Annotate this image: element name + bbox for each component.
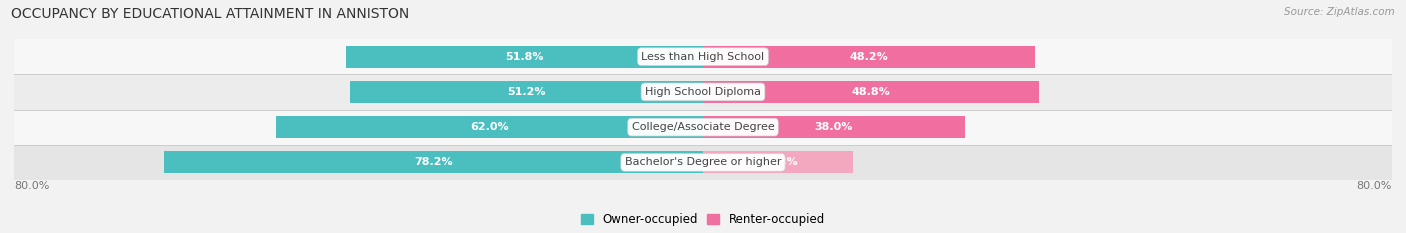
Text: Less than High School: Less than High School [641,52,765,62]
Text: 48.2%: 48.2% [849,52,889,62]
Legend: Owner-occupied, Renter-occupied: Owner-occupied, Renter-occupied [576,208,830,231]
Bar [165,151,703,173]
Text: 38.0%: 38.0% [814,122,853,132]
Bar [703,81,1039,103]
Bar [346,46,703,68]
Bar [14,110,1392,145]
Bar [350,81,703,103]
Bar [703,46,1035,68]
Text: Source: ZipAtlas.com: Source: ZipAtlas.com [1284,7,1395,17]
Bar [14,145,1392,180]
Text: High School Diploma: High School Diploma [645,87,761,97]
Text: OCCUPANCY BY EDUCATIONAL ATTAINMENT IN ANNISTON: OCCUPANCY BY EDUCATIONAL ATTAINMENT IN A… [11,7,409,21]
Bar [14,74,1392,110]
Bar [14,39,1392,74]
Bar [703,151,853,173]
Text: 80.0%: 80.0% [1357,181,1392,191]
Text: 48.8%: 48.8% [852,87,890,97]
Text: 21.8%: 21.8% [759,157,797,167]
Bar [276,116,703,138]
Bar [703,116,965,138]
Text: 62.0%: 62.0% [470,122,509,132]
Text: 78.2%: 78.2% [415,157,453,167]
Text: College/Associate Degree: College/Associate Degree [631,122,775,132]
Text: 80.0%: 80.0% [14,181,49,191]
Text: 51.2%: 51.2% [508,87,546,97]
Text: Bachelor's Degree or higher: Bachelor's Degree or higher [624,157,782,167]
Text: 51.8%: 51.8% [505,52,544,62]
